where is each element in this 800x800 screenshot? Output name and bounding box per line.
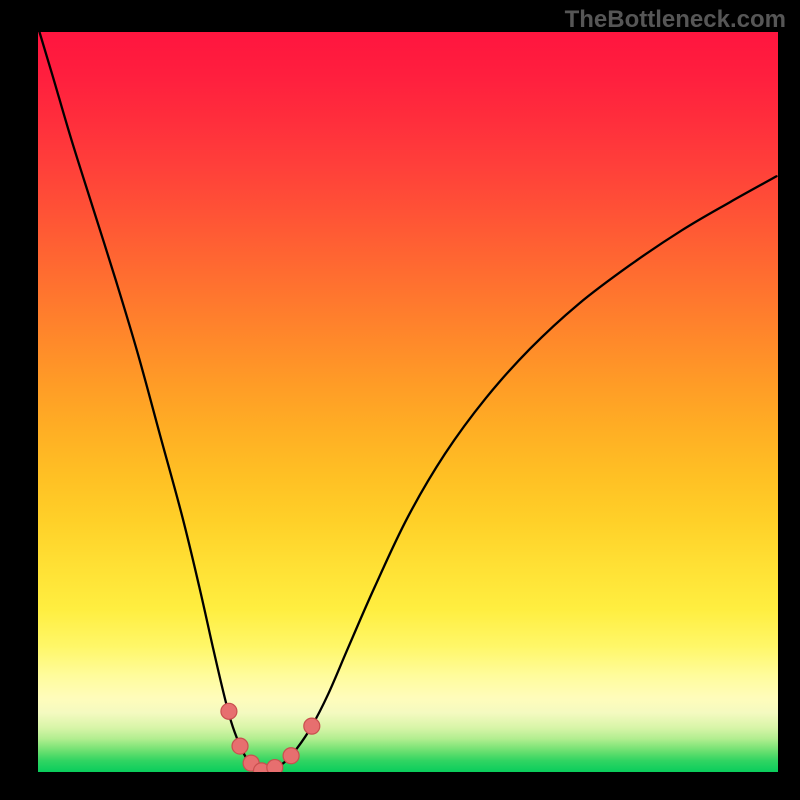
watermark-label: TheBottleneck.com <box>565 6 786 34</box>
data-marker <box>221 703 237 719</box>
plot-background <box>38 32 778 772</box>
data-marker <box>304 718 320 734</box>
data-marker <box>283 748 299 764</box>
data-marker <box>232 738 248 754</box>
chart-frame: TheBottleneck.com <box>0 0 800 800</box>
data-marker <box>267 760 283 772</box>
bottleneck-plot <box>38 32 778 772</box>
